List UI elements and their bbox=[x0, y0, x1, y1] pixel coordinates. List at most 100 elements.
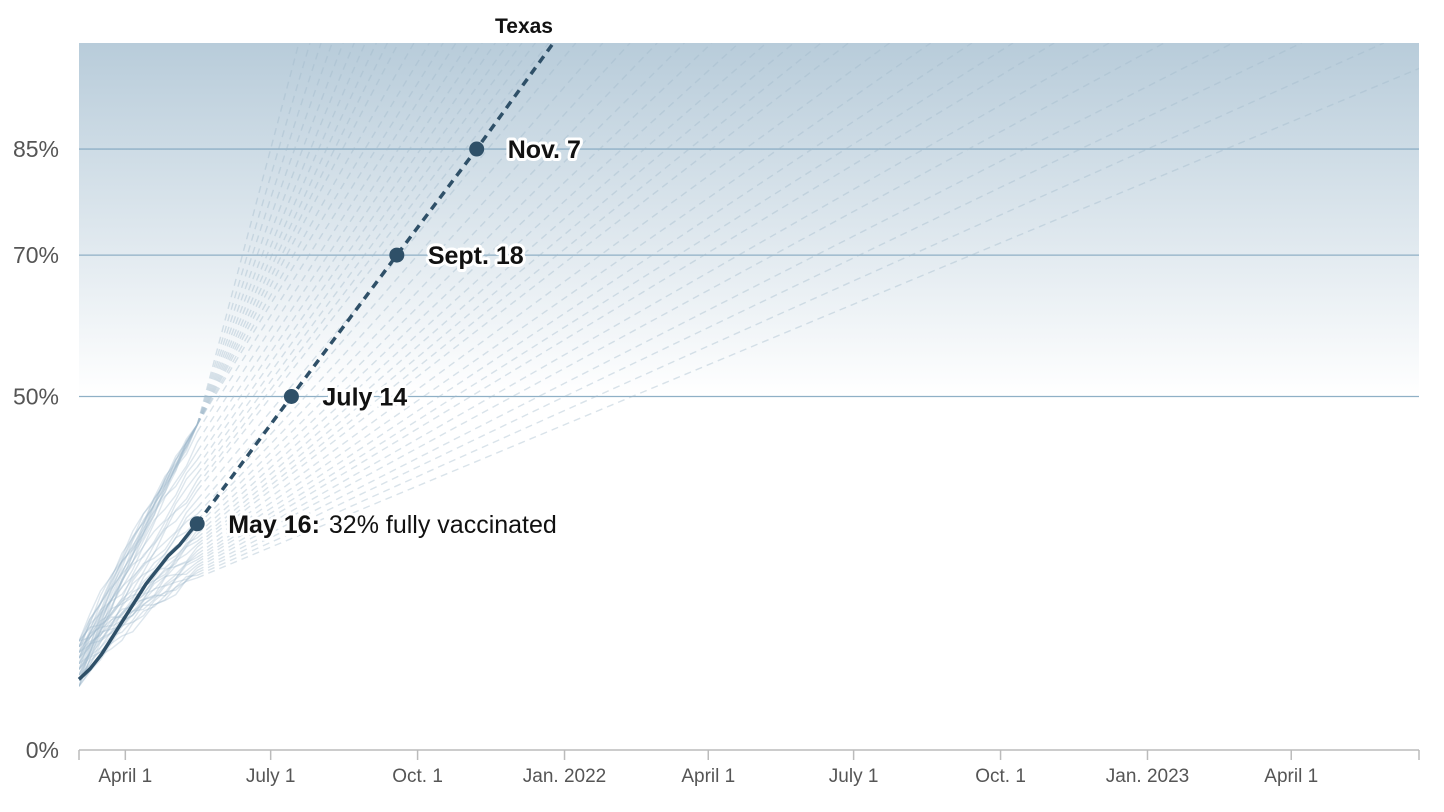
other-state-actual-line bbox=[79, 490, 198, 659]
y-axis: 0% 50% 70% 85% bbox=[13, 136, 59, 763]
other-state-projection-line bbox=[196, 43, 577, 501]
y-tick-label: 0% bbox=[26, 737, 59, 763]
threshold-lines bbox=[79, 148, 1419, 398]
other-state-projection-line bbox=[196, 43, 523, 481]
texas-label: Texas bbox=[495, 15, 553, 38]
other-state-projection-line bbox=[196, 43, 444, 433]
milestone-date: Sept. 18 bbox=[428, 242, 524, 270]
other-state-actual-line bbox=[79, 564, 198, 648]
other-state-projection-line bbox=[196, 43, 457, 443]
other-state-projection-line bbox=[196, 43, 1165, 569]
other-state-actual-line bbox=[79, 556, 198, 665]
x-tick-label: Oct. 1 bbox=[392, 766, 443, 787]
other-state-actual-line bbox=[79, 424, 198, 687]
other-state-projection-line bbox=[196, 43, 658, 521]
other-state-projection-line bbox=[196, 43, 300, 425]
milestone-label: Sept. 18 bbox=[428, 242, 524, 270]
other-state-actual-line bbox=[79, 466, 198, 665]
other-state-actual-line bbox=[79, 424, 198, 676]
other-state-projection-line bbox=[196, 43, 685, 526]
other-state-projection-line bbox=[196, 43, 536, 487]
other-state-projection-line bbox=[196, 43, 973, 558]
other-state-projection-line bbox=[196, 43, 430, 426]
milestone-point bbox=[283, 389, 299, 404]
other-state-actual-line bbox=[79, 567, 198, 659]
milestone-label: Nov. 7 bbox=[508, 136, 581, 164]
other-state-actual-line bbox=[79, 459, 198, 653]
other-state-actual-line bbox=[79, 451, 198, 642]
other-state-projection-line bbox=[196, 43, 355, 426]
other-state-projection-line bbox=[196, 43, 311, 425]
other-state-projection-line bbox=[196, 67, 1419, 579]
other-state-actual-line bbox=[79, 441, 198, 681]
texas-series bbox=[77, 41, 555, 681]
other-state-projection-line bbox=[196, 43, 496, 468]
other-state-actual-line bbox=[79, 424, 198, 648]
other-state-projection-line bbox=[196, 43, 1234, 572]
other-state-projection-line bbox=[196, 43, 470, 452]
other-state-actual-line bbox=[79, 424, 198, 659]
other-state-projection-line bbox=[196, 43, 483, 461]
other-state-actual-line bbox=[79, 499, 198, 670]
other-state-actual-line bbox=[79, 569, 198, 670]
other-state-actual-line bbox=[79, 537, 198, 648]
other-state-actual-line bbox=[79, 424, 198, 648]
other-state-actual-line bbox=[79, 507, 198, 682]
other-state-actual-line bbox=[79, 424, 198, 664]
milestone-label: July 14 bbox=[322, 384, 407, 412]
milestone-date: Nov. 7 bbox=[508, 136, 581, 164]
other-state-projection-line bbox=[196, 43, 366, 426]
other-state-projection-line bbox=[196, 43, 415, 426]
y-tick-label: 50% bbox=[13, 384, 59, 410]
other-state-projection-line bbox=[196, 43, 322, 425]
milestone-point bbox=[189, 516, 205, 532]
other-state-actual-line bbox=[79, 424, 198, 653]
other-state-actual-line bbox=[79, 424, 198, 642]
other-state-projection-line bbox=[196, 43, 932, 555]
other-state-projection-line bbox=[196, 43, 795, 542]
other-state-actual-line bbox=[79, 424, 198, 681]
milestone-date: July 14 bbox=[322, 384, 407, 412]
milestone-date: May 16: bbox=[228, 511, 320, 539]
other-state-projection-line bbox=[196, 43, 1302, 574]
other-state-projection-line bbox=[196, 43, 822, 545]
milestone-note: 32% fully vaccinated bbox=[329, 511, 557, 539]
other-state-actual-line bbox=[79, 572, 198, 682]
other-state-actual-line bbox=[79, 424, 198, 659]
other-state-actual-line bbox=[79, 559, 198, 676]
other-state-projection-line bbox=[196, 43, 740, 535]
y-tick-label: 70% bbox=[13, 242, 59, 268]
x-tick-label: Jan. 2023 bbox=[1106, 766, 1189, 787]
other-state-actual-line bbox=[79, 577, 198, 654]
milestone-point bbox=[469, 141, 485, 157]
x-tick-label: April 1 bbox=[1264, 766, 1318, 787]
other-state-projection-line bbox=[196, 43, 631, 515]
other-state-actual-line bbox=[79, 519, 198, 653]
x-tick-label: April 1 bbox=[681, 766, 735, 787]
x-tick-label: July 1 bbox=[246, 766, 296, 787]
milestone-point bbox=[389, 247, 405, 263]
other-state-actual-line bbox=[79, 553, 198, 653]
x-tick-label: Jan. 2022 bbox=[523, 766, 606, 787]
other-state-projection-line bbox=[196, 43, 1385, 576]
other-state-projection-line bbox=[196, 43, 344, 426]
milestone-label: May 16: 32% fully vaccinated bbox=[228, 511, 557, 539]
other-state-actual-line bbox=[79, 513, 198, 642]
other-state-projection-line bbox=[196, 43, 377, 426]
other-state-actual-line bbox=[79, 424, 198, 670]
other-state-projection-line bbox=[196, 43, 550, 492]
x-axis: April 1 July 1 Oct. 1 Jan. 2022 April 1 July … bbox=[78, 749, 1420, 787]
target-band-background bbox=[79, 43, 1419, 396]
other-state-actual-line bbox=[79, 485, 198, 648]
texas-projection-line bbox=[195, 41, 555, 525]
other-state-projection-line bbox=[196, 43, 767, 539]
other-state-actual-line bbox=[79, 431, 198, 670]
x-tick-label: April 1 bbox=[98, 766, 152, 787]
other-state-projection-line bbox=[196, 43, 333, 426]
other-states-projections bbox=[79, 43, 1419, 687]
milestone-annotations: May 16: 32% fully vaccinated July 14 Sept. … bbox=[189, 133, 584, 542]
x-tick-label: July 1 bbox=[829, 766, 879, 787]
other-state-actual-line bbox=[79, 546, 198, 682]
texas-actual-line bbox=[77, 522, 199, 681]
